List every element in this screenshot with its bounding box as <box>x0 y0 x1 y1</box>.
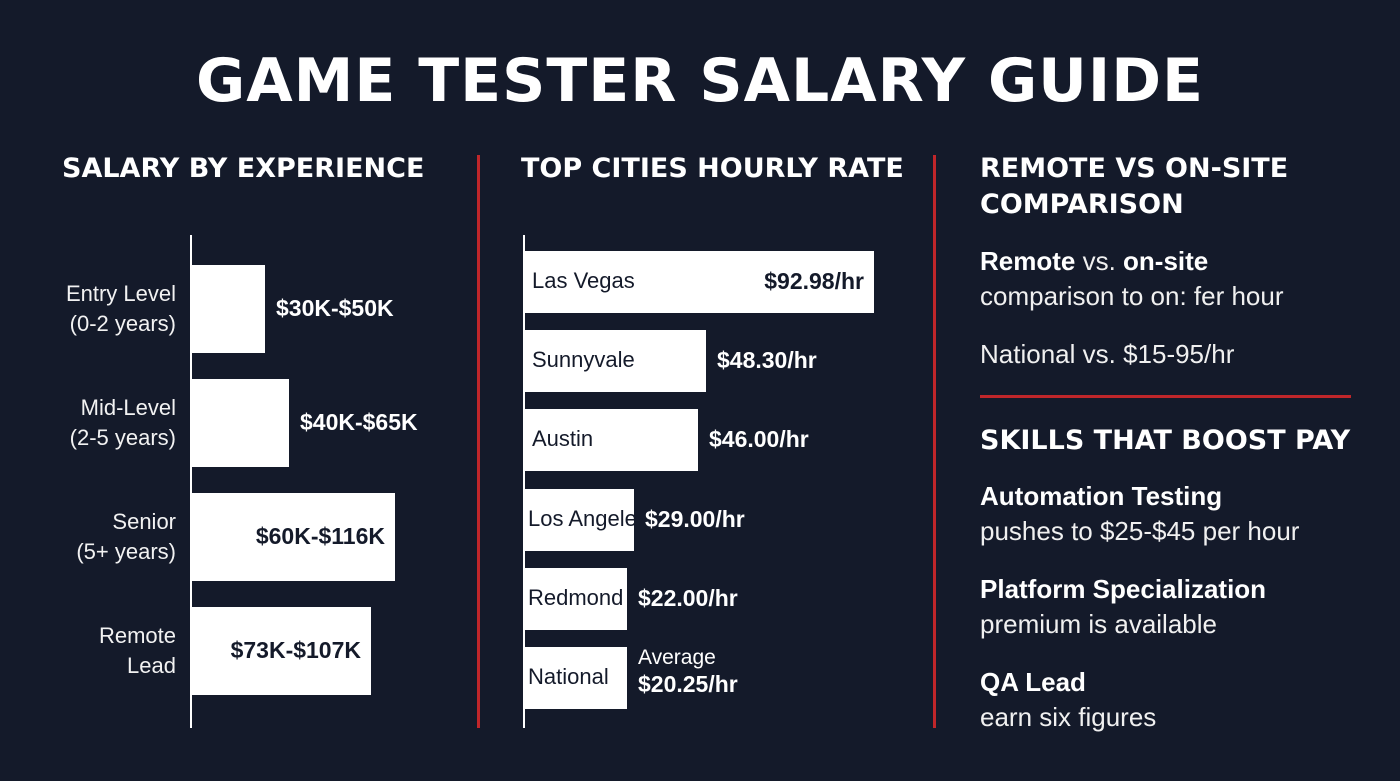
experience-category-line: Mid-Level <box>80 395 176 420</box>
experience-bar <box>192 265 265 353</box>
experience-bar <box>192 379 289 467</box>
city-bar <box>525 647 627 709</box>
city-bar <box>525 251 874 313</box>
comparison-line-2: comparison to on: fer hour <box>980 281 1284 311</box>
experience-category-line: Senior <box>112 509 176 534</box>
skill-platform-desc: premium is available <box>980 609 1217 639</box>
experience-category-line: Entry Level <box>65 281 176 306</box>
city-note-label: Average <box>638 646 716 669</box>
experience-bar <box>192 493 395 581</box>
experience-category-label: Entry Level (0-2 years) <box>66 279 176 339</box>
city-name-label: Redmond <box>528 585 624 610</box>
experience-category-line: (2-5 years) <box>69 425 176 450</box>
section-divider <box>980 395 1351 398</box>
experience-category-label: Mid-Level (2-5 years) <box>70 393 176 453</box>
skill-qa-lead-name: QA Lead <box>980 667 1086 697</box>
experience-value-label: $73K-$107K <box>230 637 361 663</box>
city-value-label: $48.30/hr <box>717 347 817 373</box>
remote-label: Remote <box>980 246 1076 276</box>
experience-value-label: $40K-$65K <box>300 409 418 435</box>
on-site-label: on-site <box>1123 246 1209 276</box>
city-name-label: Sunnyvale <box>532 347 635 372</box>
comparison-title-line1: REMOTE VS ON-SITE <box>980 153 1289 184</box>
cities-chart-title: TOP CITIES HOURLY RATE <box>521 153 904 184</box>
city-bar <box>525 330 706 392</box>
experience-chart-title: SALARY BY EXPERIENCE <box>62 153 425 184</box>
cities-axis-line <box>523 235 525 728</box>
column-divider-right <box>933 155 936 728</box>
skill-automation-desc: pushes to $25-$45 per hour <box>980 516 1300 546</box>
city-value-label: $29.00/hr <box>645 506 745 532</box>
city-bar <box>525 409 698 471</box>
city-name-label: Austin <box>532 426 594 451</box>
skill-qa-lead-desc: earn six figures <box>980 702 1157 732</box>
city-value-label: $46.00/hr <box>709 426 809 452</box>
comparison-title-line2: COMPARISON <box>980 189 1184 220</box>
experience-value-label: $60K-$116K <box>255 523 385 549</box>
city-name-label: Los Angeles <box>528 506 648 531</box>
experience-category-label: Remote Lead <box>99 621 176 681</box>
experience-category-line: Lead <box>127 653 176 678</box>
comparison-title: REMOTE VS ON-SITE COMPARISON <box>980 151 1288 223</box>
skill-automation-name: Automation Testing <box>980 481 1223 511</box>
column-divider-left <box>477 155 480 728</box>
experience-category-label: Senior (5+ years) <box>76 507 176 567</box>
comparison-line-1: Remote vs. on-site <box>980 244 1208 278</box>
skills-title: SKILLS THAT BOOST PAY <box>980 425 1351 456</box>
versus-text: vs. <box>1075 246 1124 276</box>
experience-category-line: (0-2 years) <box>69 311 176 336</box>
page-title: GAME TESTER SALARY GUIDE <box>195 46 1205 116</box>
experience-bar <box>192 607 371 695</box>
skill-platform-name: Platform Specialization <box>980 574 1267 604</box>
experience-value-label: $30K-$50K <box>276 295 394 321</box>
experience-category-line: Remote <box>98 623 176 648</box>
city-bar <box>525 489 634 551</box>
experience-category-line: (5+ years) <box>76 539 176 564</box>
city-name-label: Las Vegas <box>532 268 635 293</box>
city-bar <box>525 568 627 630</box>
experience-axis-line <box>190 235 192 728</box>
city-value-label: $22.00/hr <box>638 585 738 611</box>
city-value-label: $92.98/hr <box>764 268 864 294</box>
city-name-label: National <box>528 664 609 689</box>
city-value-label: $20.25/hr <box>638 671 738 697</box>
comparison-line-3: National vs. $15-95/hr <box>980 339 1235 369</box>
